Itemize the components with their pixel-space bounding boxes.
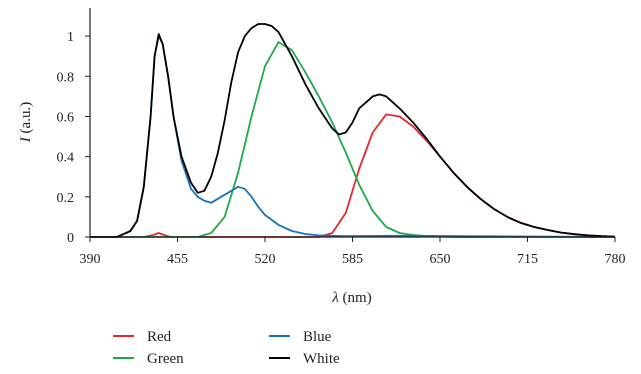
series-line-red: [90, 113, 616, 238]
legend-label-red: Red: [147, 329, 172, 345]
y-tick-label: 0.8: [57, 70, 75, 85]
x-tick-label: 650: [430, 252, 451, 267]
legend: Red Blue Green White: [113, 329, 340, 367]
series-line-blue: [90, 35, 616, 238]
series-line-white: [90, 23, 616, 238]
x-tick-label: 520: [255, 252, 276, 267]
series-line-green: [90, 41, 615, 238]
tick-layer: 390 455 520 585 650 715 780 0 0.2 0.4 0.6 0.8 1: [57, 30, 626, 267]
y-axis-title: I (a.u.): [18, 102, 34, 143]
x-tick-label: 715: [517, 252, 538, 267]
y-tick-label: 1: [67, 30, 74, 45]
series-layer: [90, 23, 616, 238]
x-tick-label: 780: [605, 252, 626, 267]
legend-label-blue: Blue: [303, 329, 332, 345]
y-tick-label: 0.2: [57, 191, 75, 206]
x-axis-title: λ (nm): [331, 290, 371, 306]
legend-label-green: Green: [147, 351, 184, 367]
y-tick-label: 0: [67, 231, 74, 246]
x-tick-label: 585: [342, 252, 363, 267]
legend-label-white: White: [303, 351, 340, 367]
x-tick-label: 390: [80, 252, 101, 267]
y-tick-label: 0.6: [57, 110, 75, 125]
y-tick-label: 0.4: [57, 151, 75, 166]
x-tick-label: 455: [167, 252, 188, 267]
